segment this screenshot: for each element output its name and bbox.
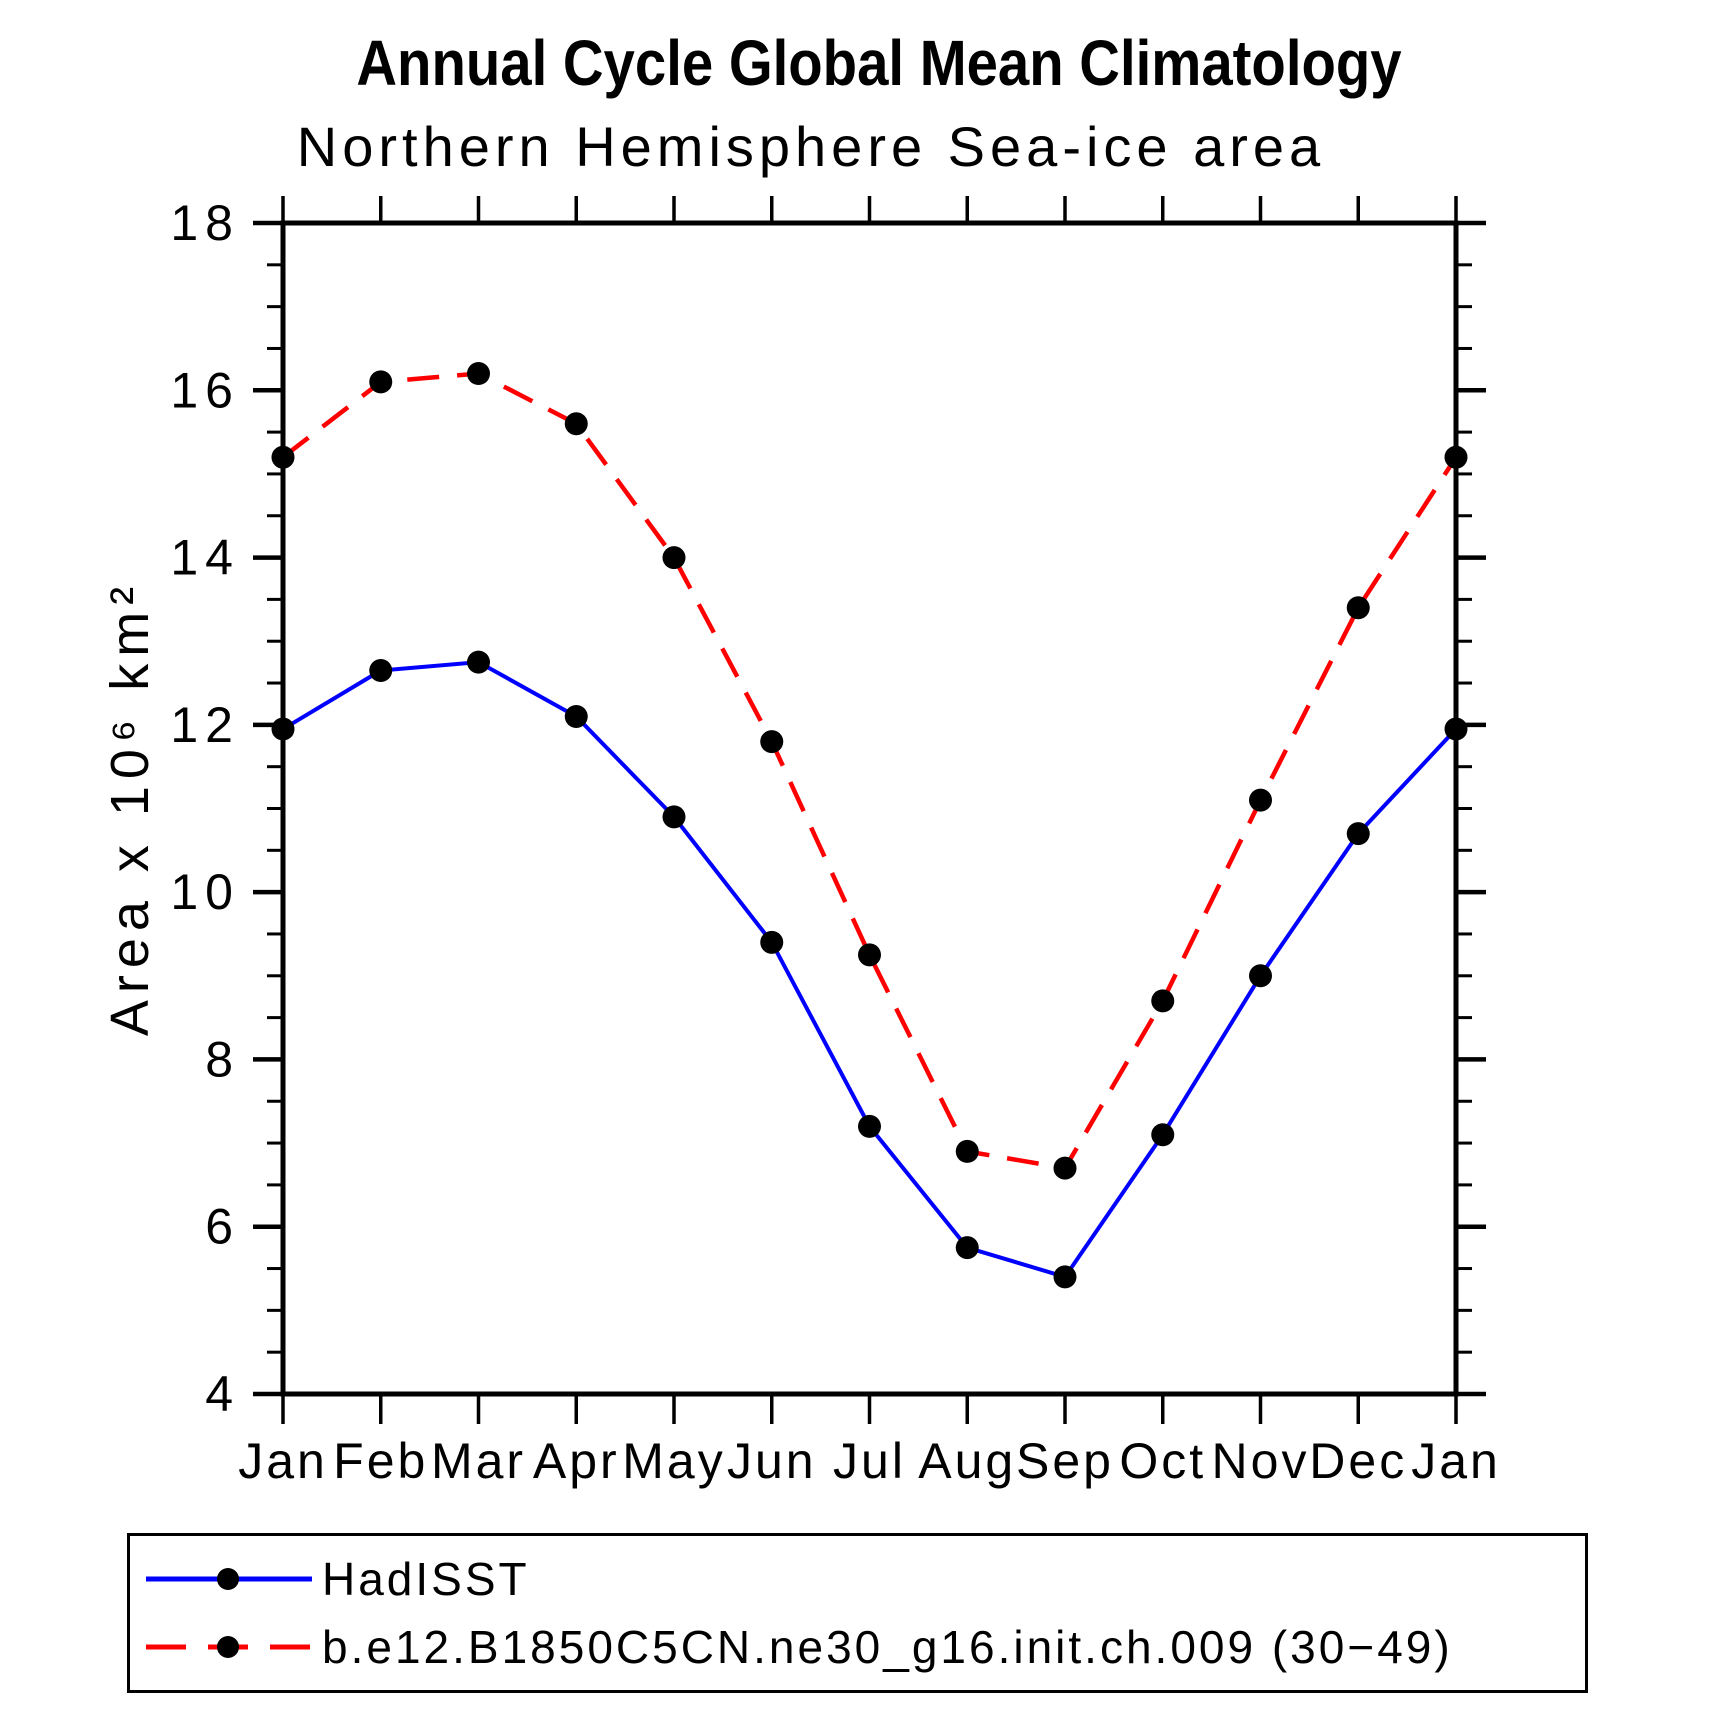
data-point [955,1236,979,1260]
legend-item-model: b.e12.B1850C5CN.ne30_g16.init.ch.009 (30… [144,1621,1453,1673]
data-point [564,412,588,436]
x-tick-label: Mar [431,1433,526,1489]
y-tick-label: 14 [170,530,240,586]
data-point [1151,1123,1175,1147]
x-tick-label: Jan [1411,1433,1501,1489]
data-point [1444,717,1468,741]
x-tick-label: Dec [1309,1433,1407,1489]
series-line-0 [281,660,1458,1280]
data-point [564,704,588,728]
data-point [662,805,686,829]
plot-border [280,220,1459,1397]
data-point [760,730,784,754]
legend-label-model: b.e12.B1850C5CN.ne30_g16.init.ch.009 (30… [322,1621,1453,1673]
x-tick-label: Feb [333,1433,428,1489]
x-tick-label: May [622,1433,725,1489]
chart-subtitle: Northern Hemisphere Sea-ice area [296,115,1326,178]
y-tick-label: 18 [170,195,240,251]
data-point [271,717,295,741]
y-tick-label: 6 [205,1199,240,1255]
data-point [271,445,295,469]
x-tick-label: Jun [727,1433,817,1489]
x-tick-label: Nov [1212,1433,1310,1489]
data-point [1346,596,1370,620]
legend-box: HadISST b.e12.B1850C5CN.ne30_g16.init.ch… [127,1533,1588,1693]
data-point [858,1114,881,1138]
data-point [955,1139,979,1163]
x-tick-label: Sep [1016,1433,1114,1489]
data-point [858,943,881,967]
data-point [662,546,686,570]
legend-line-sample-solid [146,1568,312,1590]
x-tick-label: Apr [533,1433,620,1489]
data-point [1249,788,1272,812]
series-line-1 [281,371,1458,1171]
y-tick-label: 8 [205,1031,240,1087]
legend-item-hadisst: HadISST [144,1553,530,1605]
y-tick-label: 4 [205,1366,240,1422]
y-tick-label: 16 [170,362,240,418]
data-point [1053,1156,1077,1180]
x-tick-label: Jan [238,1433,328,1489]
data-point [1346,822,1370,846]
data-point [369,658,393,682]
legend-label-hadisst: HadISST [322,1553,530,1605]
y-tick-label: 12 [170,697,240,753]
data-point [1444,445,1468,469]
x-tick-label: Aug [918,1433,1016,1489]
data-point [760,930,784,954]
data-point [1249,964,1272,988]
y-tick-label: 10 [170,864,240,920]
data-point [1053,1265,1077,1289]
x-tick-label: Oct [1119,1433,1206,1489]
legend-line-sample-dashed [146,1636,312,1658]
data-point [467,650,490,674]
chart-title: Annual Cycle Global Mean Climatology [356,27,1402,99]
data-point [467,362,490,386]
data-point [1151,989,1175,1013]
data-point [369,370,393,394]
x-tick-label: Jul [833,1433,906,1489]
legend-marker-icon [217,1636,239,1658]
legend-marker-icon [217,1568,239,1590]
chart-canvas: Jan Feb Mar Apr May Jun Jul Aug Sep Oct Nov Dec Jan4… [170,195,1501,1489]
